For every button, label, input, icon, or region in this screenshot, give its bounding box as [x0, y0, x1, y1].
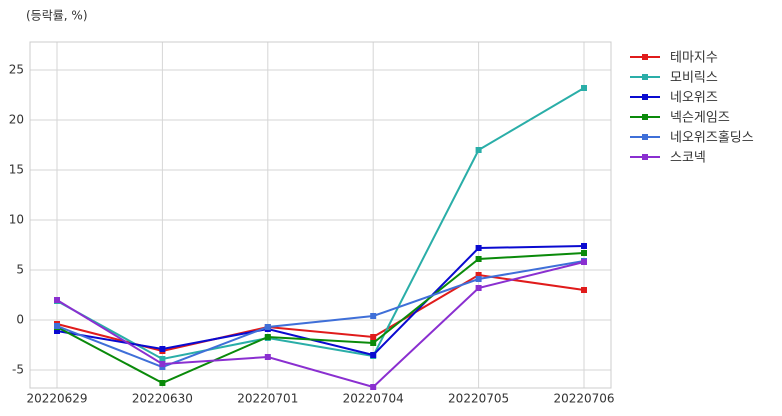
legend-marker: [642, 114, 648, 120]
point: [54, 323, 60, 329]
point: [159, 361, 166, 367]
point: [264, 354, 271, 360]
legend-label: 모비릭스: [670, 71, 718, 86]
plot-border: [29, 41, 612, 389]
series-line: [56, 261, 585, 389]
point: [370, 384, 377, 390]
legend-marker: [642, 154, 648, 160]
y-tick-label: 10: [9, 213, 24, 227]
y-tick-label: 5: [16, 263, 24, 277]
point: [54, 297, 60, 303]
point: [159, 380, 166, 386]
legend-label: 넥슨게임즈: [670, 111, 730, 126]
point: [475, 285, 482, 291]
legend-label: 네오위즈홀딩스: [670, 131, 754, 146]
point: [264, 324, 271, 330]
point: [475, 272, 482, 278]
point: [581, 287, 587, 293]
point: [159, 346, 166, 352]
x-tick-label: 20220706: [553, 392, 614, 406]
series-line: [56, 245, 585, 357]
legend-marker: [642, 134, 648, 140]
y-tick-label: 0: [16, 313, 24, 327]
point: [475, 256, 482, 262]
series-line: [56, 87, 585, 361]
unit-label: (등락률, %): [26, 9, 88, 23]
point: [159, 356, 166, 362]
legend-label: 스코넥: [670, 151, 706, 166]
x-tick-label: 20220701: [237, 392, 298, 406]
series-line: [56, 252, 585, 385]
point: [264, 334, 271, 340]
legend-label: 네오위즈: [670, 91, 718, 106]
y-tick-label: -5: [12, 363, 24, 377]
x-tick-label: 20220629: [26, 392, 87, 406]
point: [370, 334, 377, 340]
legend-marker: [642, 54, 648, 60]
point: [475, 245, 482, 251]
point: [581, 85, 587, 91]
x-tick-label: 20220630: [132, 392, 193, 406]
x-tick-label: 20220704: [343, 392, 404, 406]
point: [370, 313, 377, 319]
legend-marker: [642, 74, 648, 80]
y-tick-label: 20: [9, 113, 24, 127]
point: [370, 340, 377, 346]
point: [54, 328, 60, 334]
y-tick-label: 25: [9, 63, 24, 77]
legend-marker: [642, 94, 648, 100]
series-line: [56, 260, 585, 369]
point: [370, 352, 377, 358]
point: [581, 259, 587, 265]
y-tick-label: 15: [9, 163, 24, 177]
point: [475, 276, 482, 282]
legend-label: 테마지수: [670, 51, 718, 66]
point: [475, 147, 482, 153]
x-tick-label: 20220705: [448, 392, 509, 406]
point: [581, 243, 587, 249]
point: [581, 250, 587, 256]
